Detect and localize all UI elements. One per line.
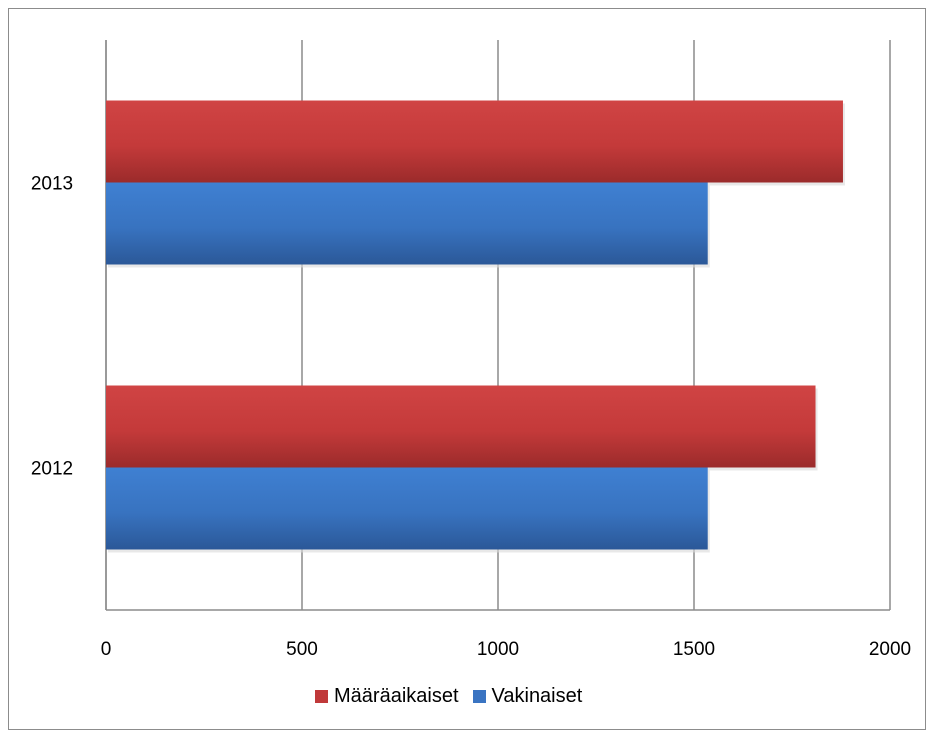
x-tick-label-500: 500 (286, 639, 318, 660)
legend-item-vakinaiset: Vakinaiset (472, 685, 583, 708)
y-category-label-2013: 2013 (31, 174, 73, 195)
legend-swatch-vakinaiset (472, 690, 486, 703)
bar-2013-series-1 (106, 182, 708, 265)
bar-2012-series-0 (106, 385, 816, 468)
bar-2013-series-0 (106, 100, 843, 183)
y-category-label-2012: 2012 (31, 459, 73, 480)
x-tick-label-1500: 1500 (673, 639, 715, 660)
x-tick-label-1000: 1000 (477, 639, 519, 660)
legend-swatch-maaraaikaiset (315, 690, 328, 703)
x-tick-label-2000: 2000 (869, 639, 911, 660)
legend: Määräaikaiset Vakinaiset (315, 685, 596, 708)
legend-label-vakinaiset: Vakinaiset (491, 685, 583, 707)
bar-2012-series-1 (106, 467, 708, 550)
legend-item-maaraaikaiset: Määräaikaiset (315, 685, 459, 708)
x-tick-label-0: 0 (101, 639, 112, 660)
legend-label-maaraaikaiset: Määräaikaiset (334, 685, 459, 707)
